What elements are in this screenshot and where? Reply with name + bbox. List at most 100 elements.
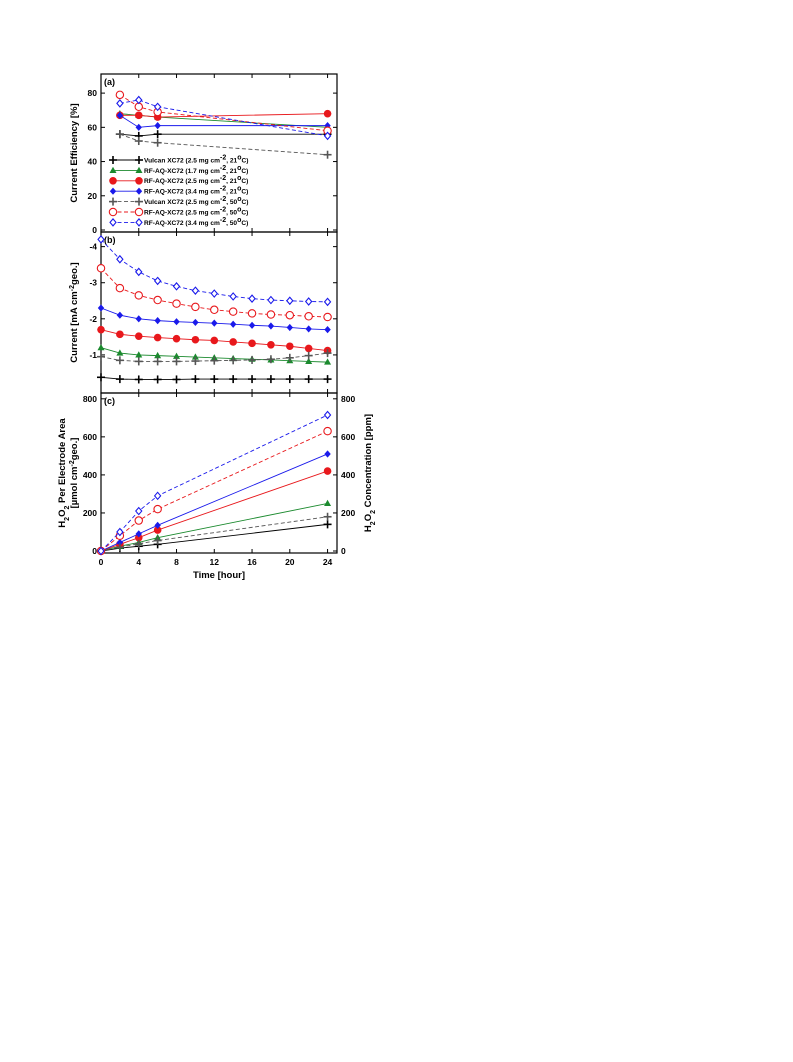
data-point	[153, 333, 162, 342]
data-point	[229, 356, 238, 365]
legend-marker	[135, 197, 143, 206]
data-point	[173, 318, 180, 326]
legend: Vulcan XC72 (2.5 mg cm-2, 21oC)RF-AQ-XC7…	[108, 154, 248, 227]
data-point	[97, 546, 105, 556]
data-point	[304, 344, 313, 353]
data-point	[323, 426, 332, 436]
data-point	[134, 539, 143, 548]
legend-entry: RF-AQ-XC72 (3.4 mg cm-2, 21oC)	[144, 185, 248, 196]
data-point	[285, 375, 294, 384]
data-point	[285, 310, 295, 320]
data-point	[191, 353, 199, 360]
series-a-1	[116, 109, 332, 130]
y2-tick-label: 400	[341, 470, 355, 480]
data-point	[323, 349, 332, 358]
data-point	[211, 319, 218, 327]
panel-c-frame	[100, 392, 338, 554]
data-point	[210, 375, 219, 384]
series-c-2	[97, 467, 332, 555]
data-point	[153, 526, 162, 534]
data-point	[97, 304, 105, 312]
legend-entry: RF-AQ-XC72 (2.5 mg cm-2, 21oC)	[144, 175, 248, 186]
data-point	[116, 330, 124, 339]
data-point	[134, 332, 143, 340]
data-point	[304, 375, 313, 384]
y-tick-label: 20	[88, 191, 98, 201]
data-point	[134, 533, 143, 542]
x-tick-label: 12	[210, 557, 220, 567]
x-tick-label: 16	[247, 557, 257, 567]
series-c-3	[97, 450, 331, 555]
data-point	[323, 520, 332, 529]
data-point	[323, 297, 332, 307]
data-point	[172, 299, 181, 308]
series-a-2	[116, 109, 332, 121]
y-axis-title-c-line1: H2O2 Per Electrode Area	[57, 418, 71, 528]
data-point	[191, 302, 200, 312]
panel-label-b: (b)	[104, 235, 116, 245]
data-point	[172, 375, 181, 384]
data-point	[324, 358, 332, 365]
data-point	[229, 320, 237, 328]
data-point	[267, 322, 275, 330]
series-b-6	[97, 235, 332, 307]
data-point	[266, 355, 275, 364]
data-point	[210, 305, 219, 315]
data-point	[323, 375, 332, 384]
data-point	[191, 286, 200, 296]
data-point	[154, 351, 162, 359]
y2-tick-label: 800	[341, 394, 355, 404]
series-b-0	[97, 373, 332, 384]
series-line	[119, 114, 328, 128]
data-point	[115, 90, 125, 100]
x-tick-label: 4	[136, 557, 141, 567]
x-axis-title: Time [hour]	[193, 570, 245, 581]
data-point	[154, 317, 161, 325]
data-point	[153, 130, 162, 139]
data-point	[153, 491, 162, 501]
data-point	[286, 323, 293, 332]
y-tick-label: -1	[89, 350, 97, 360]
data-point	[323, 410, 332, 420]
data-point	[116, 99, 124, 108]
y-tick-label: 600	[83, 432, 97, 442]
y-tick-label: 400	[83, 470, 97, 480]
series-b-4	[97, 349, 332, 366]
data-point	[305, 325, 312, 333]
y-axis-title-b: Current [mA cm-2geo.]	[69, 262, 81, 362]
x-tick-label: 0	[99, 557, 104, 567]
data-point	[115, 283, 125, 293]
data-point	[248, 294, 256, 303]
data-point	[153, 295, 162, 305]
legend-marker	[135, 187, 143, 195]
data-point	[323, 109, 332, 118]
data-point	[305, 357, 313, 364]
panel-b: (b) -1 -2 -3 -4 Current [mA cm-2geo.]	[69, 231, 338, 394]
data-point	[192, 318, 199, 327]
data-point	[323, 512, 332, 521]
legend-entry: RF-AQ-XC72 (3.4 mg cm-2, 50oC)	[144, 216, 248, 227]
data-point	[153, 504, 162, 514]
data-point	[248, 321, 256, 329]
data-point	[229, 375, 238, 384]
series-a-6	[116, 95, 332, 141]
data-point	[324, 450, 331, 458]
data-point	[135, 315, 142, 323]
legend-marker	[109, 218, 117, 227]
data-point	[135, 351, 143, 358]
data-point	[323, 150, 332, 159]
series-c-4	[97, 512, 332, 555]
data-point	[116, 538, 124, 547]
data-point	[153, 138, 162, 147]
data-point	[134, 137, 143, 146]
data-point	[248, 339, 256, 348]
data-point	[323, 312, 332, 322]
series-b-5	[96, 264, 332, 322]
data-point	[154, 122, 161, 130]
data-point	[172, 281, 181, 291]
data-point	[153, 357, 162, 366]
data-point	[97, 373, 105, 382]
data-point	[96, 264, 106, 273]
